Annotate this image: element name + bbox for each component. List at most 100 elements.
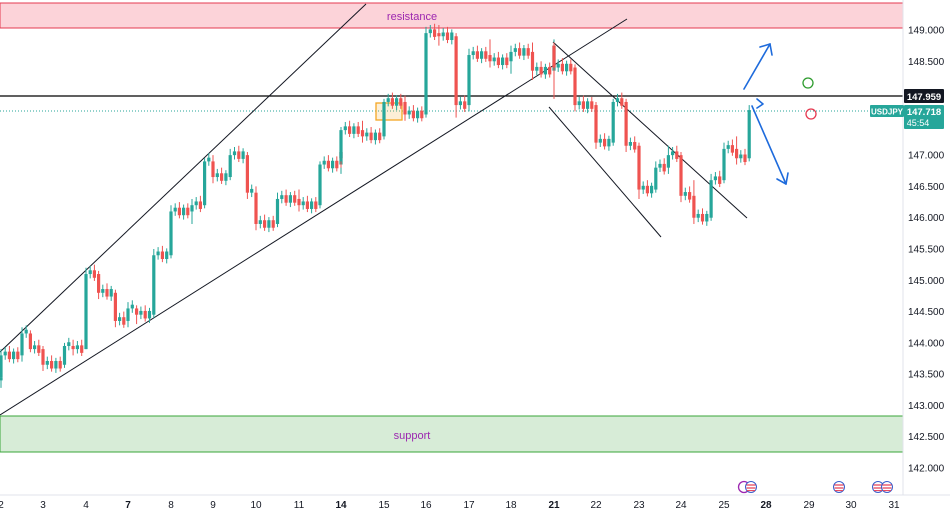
candle xyxy=(513,43,517,57)
candle xyxy=(62,342,67,368)
target-down-icon xyxy=(805,108,817,120)
candle xyxy=(692,180,696,224)
candle xyxy=(322,156,326,169)
candle xyxy=(382,98,386,140)
candle xyxy=(611,98,615,146)
marked-level-value: 147.959 xyxy=(907,92,941,103)
candle xyxy=(496,51,500,69)
candle xyxy=(190,198,194,224)
candle xyxy=(20,327,24,362)
candle xyxy=(135,305,139,325)
price-tick-label: 142.000 xyxy=(908,464,945,475)
date-tick-label: 14 xyxy=(335,500,347,511)
resistance-zone xyxy=(0,2,904,29)
price-tick-label: 146.500 xyxy=(908,182,945,193)
candle xyxy=(16,347,20,363)
us-flag-icon[interactable] xyxy=(745,481,757,493)
candle xyxy=(480,48,484,64)
down-arrowhead xyxy=(776,172,789,185)
candle xyxy=(71,339,75,356)
countdown-value: 45:54 xyxy=(907,118,930,128)
candle xyxy=(530,42,535,81)
candle xyxy=(645,180,649,197)
candle xyxy=(700,208,705,225)
candle xyxy=(688,186,692,203)
support-label: support xyxy=(394,430,431,442)
up-projection-arrow xyxy=(743,43,771,90)
date-tick-label: 23 xyxy=(633,500,645,511)
symbol-label: USDJPY xyxy=(871,108,904,117)
price-tick-label: 143.500 xyxy=(908,370,945,381)
candle xyxy=(662,158,666,175)
candle xyxy=(378,128,382,144)
candle xyxy=(301,197,305,210)
candle xyxy=(454,33,458,118)
date-tick-label: 16 xyxy=(420,500,432,511)
candle xyxy=(271,215,275,231)
candle xyxy=(696,209,700,223)
candle xyxy=(424,26,428,118)
candle xyxy=(356,121,360,137)
candle xyxy=(433,23,437,41)
candle xyxy=(177,202,181,219)
candle xyxy=(331,157,335,173)
candle xyxy=(475,45,479,62)
candle xyxy=(3,347,7,360)
candle xyxy=(84,267,88,350)
candle xyxy=(130,300,134,313)
date-tick-label: 10 xyxy=(250,500,262,511)
price-tick-label: 149.000 xyxy=(908,26,945,37)
candle xyxy=(293,190,297,206)
date-tick-label: 4 xyxy=(83,500,89,511)
candle xyxy=(267,217,271,233)
date-tick-label: 17 xyxy=(463,500,475,511)
price-tick-label: 144.500 xyxy=(908,307,945,318)
candle xyxy=(186,203,190,219)
us-flag-icon[interactable] xyxy=(833,481,845,493)
date-tick-label: 21 xyxy=(548,500,560,511)
candle xyxy=(445,26,450,44)
candle xyxy=(450,29,454,45)
candle xyxy=(288,192,292,208)
candle xyxy=(395,95,399,111)
candle xyxy=(543,63,547,79)
candle xyxy=(7,345,11,363)
descending-lower-line xyxy=(548,106,662,238)
lower-channel-line xyxy=(0,18,628,416)
candle xyxy=(458,96,462,110)
candle xyxy=(386,93,390,107)
candle xyxy=(173,203,177,216)
candle xyxy=(122,311,126,328)
candle xyxy=(620,92,624,109)
time-axis: 2 3 4 7 8 9 10 11 14 15 16 17 18 21 22 23 24 25 28 29 30 31 xyxy=(0,500,900,511)
up-arrowhead xyxy=(759,43,773,56)
candle xyxy=(339,126,343,162)
candle xyxy=(633,136,637,153)
candle xyxy=(118,312,122,326)
candle xyxy=(207,153,211,166)
price-tick-label: 142.500 xyxy=(908,432,945,443)
candle xyxy=(679,152,683,203)
candle xyxy=(411,105,415,122)
candle xyxy=(50,355,54,372)
candle xyxy=(67,337,71,351)
candle xyxy=(441,28,445,41)
candle xyxy=(80,339,84,356)
candle xyxy=(407,106,411,119)
candle xyxy=(369,126,373,144)
upper-channel-line xyxy=(0,3,367,353)
us-flag-icon[interactable] xyxy=(872,481,884,493)
candle xyxy=(428,24,432,38)
candle xyxy=(556,59,560,72)
candle xyxy=(492,53,496,66)
us-flag-icon[interactable] xyxy=(881,481,893,493)
candle xyxy=(747,105,751,162)
price-tick-label: 144.000 xyxy=(908,338,945,349)
candle xyxy=(254,186,258,231)
candle xyxy=(314,197,318,213)
candle xyxy=(420,106,424,122)
candle xyxy=(232,147,237,160)
candle xyxy=(641,181,645,194)
candle xyxy=(0,349,3,381)
candle xyxy=(539,61,543,78)
